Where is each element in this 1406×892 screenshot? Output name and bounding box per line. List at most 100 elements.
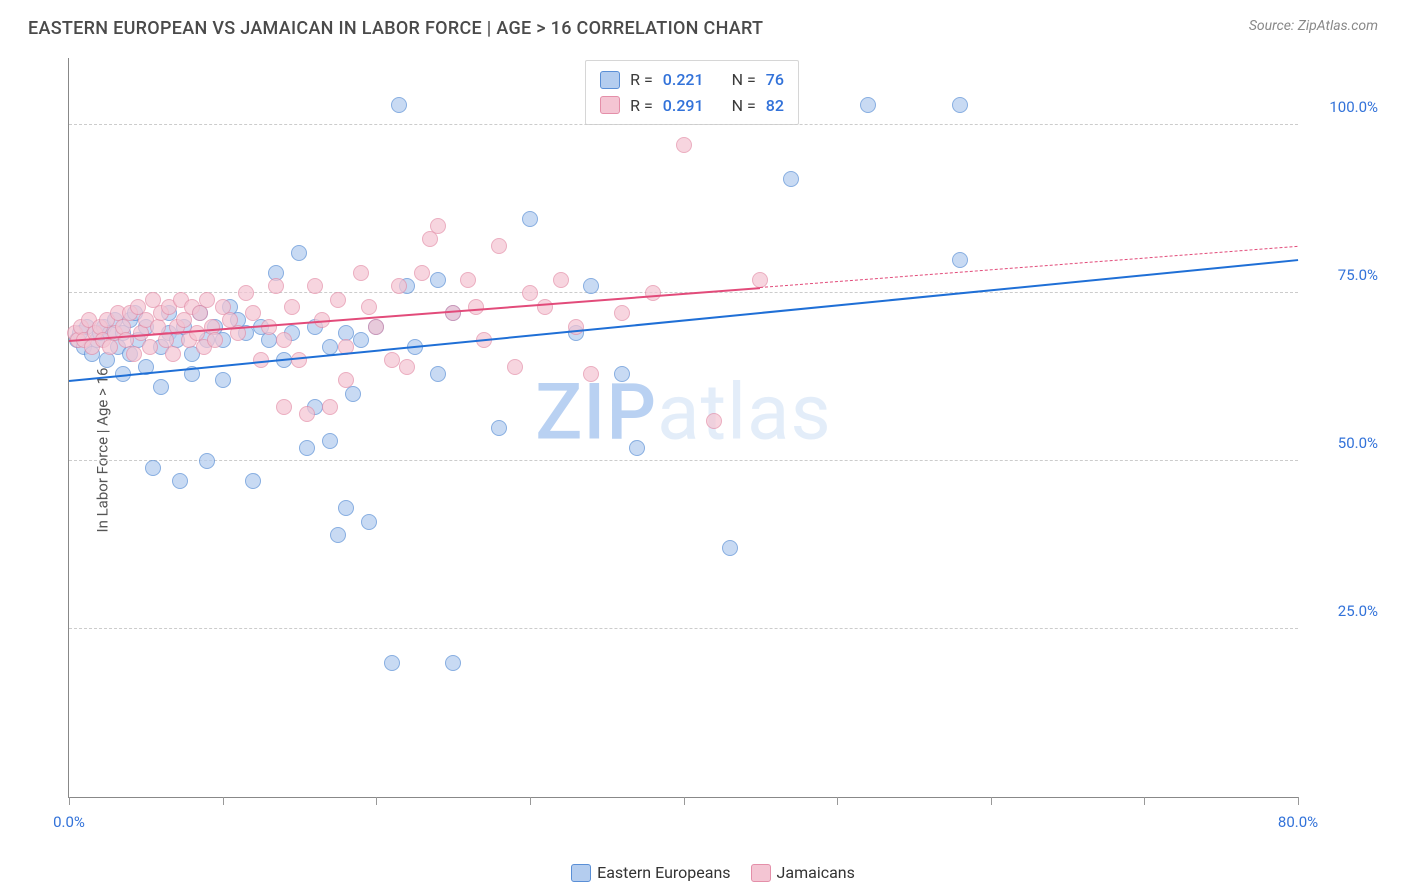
data-point <box>245 473 261 489</box>
legend-swatch <box>600 71 620 89</box>
data-point <box>430 272 446 288</box>
x-tick <box>684 797 685 805</box>
data-point <box>676 137 692 153</box>
stats-row: R = 0.221 N = 76 <box>600 67 784 93</box>
data-point <box>330 292 346 308</box>
data-point <box>126 346 142 362</box>
x-tick <box>1298 797 1299 805</box>
data-point <box>553 272 569 288</box>
data-point <box>614 305 630 321</box>
data-point <box>322 433 338 449</box>
data-point <box>299 406 315 422</box>
data-point <box>361 299 377 315</box>
data-point <box>384 352 400 368</box>
n-label: N = <box>732 67 756 93</box>
data-point <box>537 299 553 315</box>
data-point <box>199 453 215 469</box>
x-tick-label: 0.0% <box>53 813 85 831</box>
data-point <box>445 655 461 671</box>
data-point <box>706 413 722 429</box>
data-point <box>783 171 799 187</box>
correlation-stats-box: R = 0.221 N = 76R = 0.291 N = 82 <box>585 60 799 125</box>
watermark: ZIPatlas <box>535 367 832 458</box>
data-point <box>353 265 369 281</box>
data-point <box>507 359 523 375</box>
data-point <box>345 386 361 402</box>
legend-swatch <box>571 864 591 882</box>
data-point <box>338 372 354 388</box>
data-point <box>322 339 338 355</box>
x-tick <box>991 797 992 805</box>
data-point <box>430 366 446 382</box>
data-point <box>952 97 968 113</box>
data-point <box>276 399 292 415</box>
gridline-h <box>69 124 1298 125</box>
data-point <box>207 332 223 348</box>
data-point <box>165 346 181 362</box>
data-point <box>399 359 415 375</box>
data-point <box>491 420 507 436</box>
data-point <box>299 440 315 456</box>
data-point <box>353 332 369 348</box>
data-point <box>153 379 169 395</box>
data-point <box>445 305 461 321</box>
data-point <box>307 278 323 294</box>
bottom-legend: Eastern Europeans Jamaicans <box>0 863 1406 882</box>
legend-swatch <box>600 96 620 114</box>
data-point <box>361 514 377 530</box>
x-tick <box>530 797 531 805</box>
r-label: R = <box>630 93 653 119</box>
data-point <box>391 278 407 294</box>
r-value: 0.221 <box>663 67 704 93</box>
gridline-h <box>69 628 1298 629</box>
data-point <box>199 292 215 308</box>
x-tick <box>1144 797 1145 805</box>
legend-label: Jamaicans <box>777 863 855 882</box>
data-point <box>614 366 630 382</box>
y-tick-label: 50.0% <box>1308 434 1378 452</box>
data-point <box>860 97 876 113</box>
x-tick <box>69 797 70 805</box>
data-point <box>468 299 484 315</box>
legend-label: Eastern Europeans <box>597 863 730 882</box>
x-tick <box>837 797 838 805</box>
data-point <box>291 245 307 261</box>
data-point <box>629 440 645 456</box>
plot-region: ZIPatlas R =0.221N =76R =0.291N =82 25.0… <box>68 58 1298 798</box>
x-tick <box>223 797 224 805</box>
data-point <box>414 265 430 281</box>
n-value: 76 <box>766 67 784 93</box>
data-point <box>338 500 354 516</box>
data-point <box>284 299 300 315</box>
y-tick-label: 75.0% <box>1308 266 1378 284</box>
data-point <box>268 278 284 294</box>
x-tick-label: 80.0% <box>1278 813 1318 831</box>
r-value: 0.291 <box>663 93 704 119</box>
stats-row: R =0.291N =82 <box>600 93 784 119</box>
chart-header: EASTERN EUROPEAN VS JAMAICAN IN LABOR FO… <box>0 0 1406 49</box>
data-point <box>172 473 188 489</box>
legend-swatch <box>751 864 771 882</box>
data-point <box>142 339 158 355</box>
r-label: R = <box>630 67 653 93</box>
data-point <box>145 460 161 476</box>
n-value: 82 <box>766 93 784 119</box>
y-tick-label: 25.0% <box>1308 602 1378 620</box>
data-point <box>491 238 507 254</box>
data-point <box>952 252 968 268</box>
data-point <box>430 218 446 234</box>
data-point <box>322 399 338 415</box>
data-point <box>368 319 384 335</box>
data-point <box>522 285 538 301</box>
x-tick <box>376 797 377 805</box>
data-point <box>291 352 307 368</box>
data-point <box>752 272 768 288</box>
chart-title: EASTERN EUROPEAN VS JAMAICAN IN LABOR FO… <box>28 18 763 39</box>
data-point <box>238 285 254 301</box>
data-point <box>583 366 599 382</box>
data-point <box>384 655 400 671</box>
data-point <box>276 332 292 348</box>
gridline-h <box>69 460 1298 461</box>
data-point <box>460 272 476 288</box>
data-point <box>99 352 115 368</box>
